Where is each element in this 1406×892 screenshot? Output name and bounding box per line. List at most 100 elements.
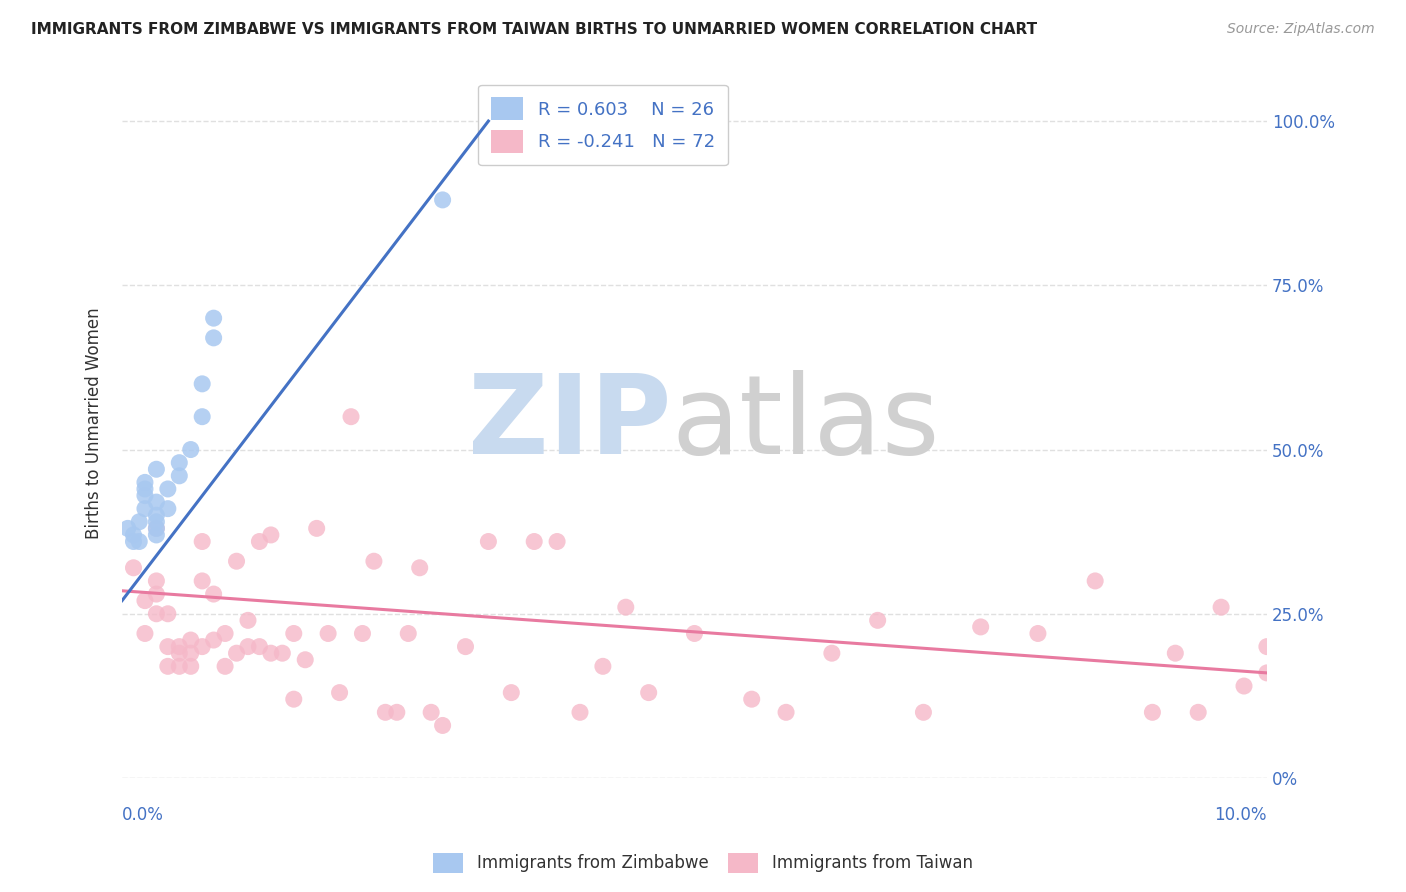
Point (454, 640, 477, 654)
Point (420, 706, 443, 720)
Point (180, 442, 202, 457)
Point (169, 646, 191, 660)
Point (260, 646, 283, 660)
Point (122, 534, 145, 549)
Point (1209, 600, 1232, 615)
Point (191, 376, 214, 391)
Point (145, 462, 167, 476)
Point (145, 587, 167, 601)
Point (294, 653, 316, 667)
Point (396, 626, 419, 640)
Y-axis label: Births to Unmarried Women: Births to Unmarried Women (86, 308, 103, 539)
Point (191, 640, 214, 654)
Point (128, 534, 150, 549)
Point (145, 521, 167, 535)
Point (122, 528, 145, 542)
Point (191, 409, 214, 424)
Point (180, 646, 202, 660)
Point (122, 561, 145, 575)
Point (134, 501, 156, 516)
Point (385, 706, 408, 720)
Point (271, 646, 294, 660)
Point (1164, 646, 1187, 660)
Point (169, 640, 191, 654)
Point (169, 456, 191, 470)
Point (145, 607, 167, 621)
Point (236, 640, 259, 654)
Point (156, 501, 179, 516)
Point (283, 626, 305, 640)
Text: 0.0%: 0.0% (122, 806, 165, 824)
Point (202, 311, 225, 326)
Point (477, 134, 499, 148)
Point (134, 475, 156, 490)
Point (145, 495, 167, 509)
Point (214, 659, 236, 673)
Text: ZIP: ZIP (468, 370, 672, 476)
Point (180, 659, 202, 673)
Point (145, 508, 167, 523)
Text: IMMIGRANTS FROM ZIMBABWE VS IMMIGRANTS FROM TAIWAN BIRTHS TO UNMARRIED WOMEN COR: IMMIGRANTS FROM ZIMBABWE VS IMMIGRANTS F… (31, 22, 1038, 37)
Point (145, 515, 167, 529)
Point (202, 331, 225, 345)
Point (260, 528, 283, 542)
Point (821, 646, 844, 660)
Point (134, 482, 156, 496)
Legend: R = 0.603    N = 26, R = -0.241   N = 72: R = 0.603 N = 26, R = -0.241 N = 72 (478, 85, 727, 165)
Text: 10.0%: 10.0% (1215, 806, 1267, 824)
Point (236, 613, 259, 627)
Point (1187, 706, 1209, 720)
Point (214, 626, 236, 640)
Point (156, 482, 179, 496)
Point (432, 718, 454, 732)
Point (156, 640, 179, 654)
Point (283, 692, 305, 706)
Point (145, 521, 167, 535)
Point (1256, 665, 1278, 680)
Legend: Immigrants from Zimbabwe, Immigrants from Taiwan: Immigrants from Zimbabwe, Immigrants fro… (426, 847, 980, 880)
Text: Source: ZipAtlas.com: Source: ZipAtlas.com (1227, 22, 1375, 37)
Point (409, 561, 432, 575)
Point (970, 620, 993, 634)
Point (352, 626, 374, 640)
Point (316, 626, 339, 640)
Point (145, 528, 167, 542)
Point (305, 521, 328, 535)
Point (683, 626, 706, 640)
Point (191, 574, 214, 588)
Point (614, 600, 637, 615)
Point (169, 659, 191, 673)
Point (637, 685, 659, 699)
Point (117, 521, 139, 535)
Point (249, 640, 271, 654)
Point (225, 646, 247, 660)
Point (202, 587, 225, 601)
Point (1026, 626, 1049, 640)
Point (477, 534, 499, 549)
Point (191, 534, 214, 549)
Point (569, 706, 592, 720)
Point (156, 659, 179, 673)
Point (128, 515, 150, 529)
Point (202, 633, 225, 648)
Point (775, 706, 797, 720)
Point (134, 489, 156, 503)
Text: atlas: atlas (672, 370, 941, 476)
Point (1142, 706, 1164, 720)
Point (1084, 574, 1107, 588)
Point (134, 626, 156, 640)
Point (225, 554, 247, 568)
Point (1233, 679, 1256, 693)
Point (523, 534, 546, 549)
Point (156, 607, 179, 621)
Point (546, 534, 568, 549)
Point (1256, 640, 1278, 654)
Point (501, 685, 523, 699)
Point (374, 706, 396, 720)
Point (592, 659, 614, 673)
Point (741, 692, 763, 706)
Point (432, 193, 454, 207)
Point (169, 468, 191, 483)
Point (340, 409, 363, 424)
Point (134, 593, 156, 607)
